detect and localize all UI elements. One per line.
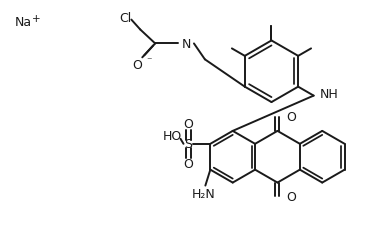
Text: O: O (286, 190, 296, 203)
Text: S: S (185, 138, 192, 151)
Text: O: O (184, 118, 194, 131)
Text: O: O (132, 59, 142, 72)
Text: N: N (182, 38, 191, 51)
Text: HO: HO (163, 130, 182, 143)
Text: Cl: Cl (119, 12, 132, 25)
Text: Na: Na (15, 16, 32, 29)
Text: H₂N: H₂N (191, 187, 215, 200)
Text: +: + (32, 14, 41, 23)
Text: ⁻: ⁻ (146, 56, 152, 66)
Text: NH: NH (320, 88, 338, 101)
Text: O: O (286, 111, 296, 124)
Text: O: O (184, 158, 194, 170)
